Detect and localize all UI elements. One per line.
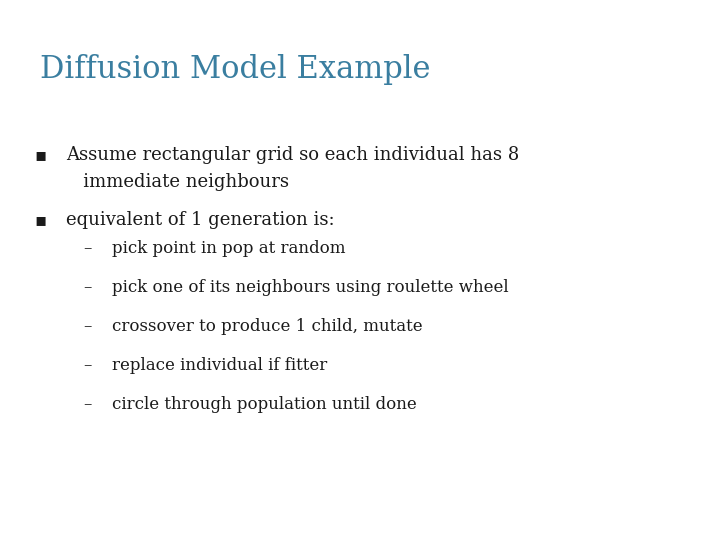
Text: circle through population until done: circle through population until done: [112, 396, 416, 413]
Text: Assume rectangular grid so each individual has 8: Assume rectangular grid so each individu…: [66, 146, 520, 164]
Text: ▪: ▪: [35, 211, 47, 228]
Text: equivalent of 1 generation is:: equivalent of 1 generation is:: [66, 211, 335, 228]
Text: –: –: [83, 240, 91, 257]
Text: pick one of its neighbours using roulette wheel: pick one of its neighbours using roulett…: [112, 279, 508, 296]
Text: crossover to produce 1 child, mutate: crossover to produce 1 child, mutate: [112, 318, 422, 335]
Text: –: –: [83, 396, 91, 413]
Text: pick point in pop at random: pick point in pop at random: [112, 240, 345, 257]
Text: ▪: ▪: [35, 146, 47, 164]
Text: immediate neighbours: immediate neighbours: [66, 173, 289, 191]
Text: Diffusion Model Example: Diffusion Model Example: [40, 54, 430, 85]
Text: replace individual if fitter: replace individual if fitter: [112, 357, 327, 374]
Text: –: –: [83, 357, 91, 374]
Text: –: –: [83, 279, 91, 296]
Text: –: –: [83, 318, 91, 335]
